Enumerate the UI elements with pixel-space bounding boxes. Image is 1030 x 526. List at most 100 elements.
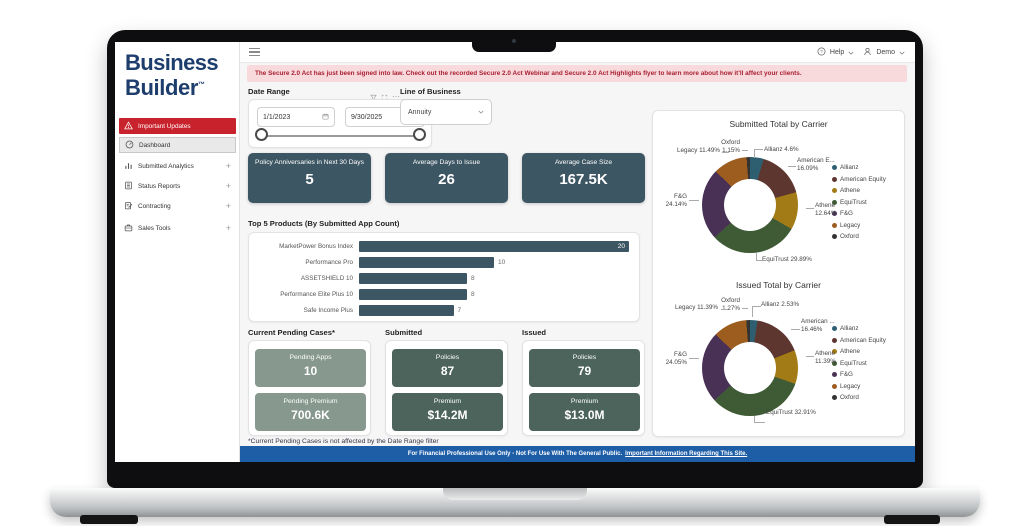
gauge-icon (125, 140, 134, 151)
laptop-notch (472, 30, 556, 52)
trademark-symbol: ™ (198, 81, 205, 89)
callout-line (788, 166, 796, 167)
legend-dot (832, 360, 837, 366)
issued-by-carrier-donut[interactable] (702, 320, 798, 416)
bar-row: MarketPower Bonus Index 2020 (257, 240, 629, 253)
sidebar-item-label: Status Reports (138, 182, 181, 190)
legend-dot (832, 372, 837, 377)
legend-item: F&G (832, 210, 886, 217)
legend-dot (832, 176, 837, 182)
sidebar-item-contracting[interactable]: Contracting + (119, 199, 236, 213)
legend-item: F&G (832, 371, 886, 378)
sidebar-item-label: Submitted Analytics (138, 162, 194, 170)
bar-value-label: 8 (471, 275, 475, 282)
callout-line (756, 253, 762, 261)
laptop-foot (80, 515, 138, 524)
sidebar-item-dashboard[interactable]: Dashboard (119, 137, 236, 153)
legend-label: Legacy (840, 221, 861, 229)
expand-plus-icon[interactable]: + (225, 223, 231, 233)
end-date-value: 9/30/2025 (351, 113, 383, 121)
tile-label: Pending Apps (289, 354, 332, 361)
help-label[interactable]: Help (829, 49, 845, 56)
more-options-icon[interactable]: ⋯ (392, 92, 400, 101)
tile-value: 79 (577, 364, 592, 378)
contract-pencil-icon (124, 201, 133, 212)
start-date-value: 1/1/2023 (263, 113, 291, 121)
bar-row: Performance Pro 1010 (257, 256, 629, 269)
donut-hole (724, 342, 776, 394)
hamburger-menu-icon[interactable] (249, 48, 260, 58)
donut-callout: Legacy 11.49% (677, 147, 720, 154)
sidebar-item-label: Important Updates (138, 122, 191, 130)
date-slider-track[interactable] (263, 135, 419, 137)
legend-dot (832, 222, 837, 228)
donut-callout: Oxford 1.27% (721, 297, 740, 312)
donut-callout: Allianz 2.53% (761, 301, 800, 308)
callout-line (752, 306, 761, 317)
sidebar-item-important-updates[interactable]: Important Updates (119, 118, 236, 134)
callout-line (742, 308, 748, 309)
legend-label: Allianz (840, 164, 859, 171)
expand-plus-icon[interactable]: + (225, 181, 231, 191)
donut-callout: Allianz 4.6% (764, 146, 799, 153)
legend-dot (832, 188, 837, 193)
donut-callout: American ... 16.46% (801, 318, 835, 333)
user-label[interactable]: Demo (876, 49, 895, 56)
calendar-icon[interactable] (322, 113, 329, 122)
legend-dot (832, 234, 837, 239)
bar-category-label: Performance Pro (305, 259, 353, 266)
legend-label: Oxford (840, 394, 859, 401)
expand-plus-icon[interactable]: + (225, 161, 231, 171)
sidebar-item-submitted-analytics[interactable]: Submitted Analytics + (119, 159, 236, 173)
date-slider-handle-end[interactable] (413, 128, 426, 141)
bar[interactable]: 77 (359, 305, 629, 316)
tile-label: Premium (433, 398, 462, 405)
legend-item: American Equity (832, 176, 886, 183)
tile-label: Policies (572, 354, 597, 361)
footer-link[interactable]: Important Information Regarding This Sit… (625, 451, 748, 457)
start-date-input[interactable]: 1/1/2023 (257, 107, 335, 127)
legend-item: Oxford (832, 233, 886, 240)
bar-value-label: 8 (471, 291, 475, 298)
line-of-business-dropdown[interactable]: Annuity (400, 99, 492, 125)
submitted-donut-title: Submitted Total by Carrier (729, 119, 828, 129)
legend-dot (832, 165, 837, 170)
kpi-value: 26 (438, 171, 455, 188)
bar[interactable]: 2020 (359, 241, 629, 252)
submitted-by-carrier-donut[interactable] (702, 157, 798, 253)
sidebar-item-sales-tools[interactable]: Sales Tools + (119, 221, 236, 235)
legend-label: Athene (840, 348, 860, 355)
sidebar-item-status-reports[interactable]: Status Reports + (119, 179, 236, 193)
donut-callout: EquiTrust 29.89% (762, 256, 812, 263)
bar-value-label: 10 (498, 259, 506, 266)
kpi-value: 5 (305, 171, 314, 188)
sidebar: Business Builder™ Important Updates Dash… (115, 42, 240, 462)
date-range-label: Date Range (248, 87, 290, 96)
issued-policies-tile: Policies 79 (529, 349, 640, 387)
bar-chart-icon (124, 161, 133, 172)
line-of-business-value: Annuity (408, 108, 432, 116)
donut-callout: Legacy 11.39% (675, 304, 718, 311)
pending-cases-footnote: *Current Pending Cases is not affected b… (248, 438, 439, 445)
bar[interactable]: 88 (359, 289, 629, 300)
date-slider-handle-start[interactable] (255, 128, 268, 141)
pending-apps-tile: Pending Apps 10 (255, 349, 366, 387)
callout-line (721, 309, 728, 310)
submitted-donut-legend: Allianz American Equity Athene EquiTrust F&G… (832, 164, 886, 240)
focus-mode-icon[interactable] (381, 88, 388, 106)
legend-dot (832, 211, 837, 216)
donut-callout: American E... 16.09% (797, 157, 835, 172)
compliance-footer: For Financial Professional Use Only - No… (240, 446, 915, 462)
legend-label: Allianz (840, 325, 859, 332)
bar[interactable]: 1010 (359, 257, 629, 268)
legend-label: F&G (840, 210, 853, 217)
bar-category-label: MarketPower Bonus Index (279, 243, 353, 250)
bar[interactable]: 88 (359, 273, 629, 284)
legend-label: EquiTrust (840, 198, 867, 206)
chevron-down-icon (478, 110, 484, 114)
pending-section-title: Current Pending Cases* (248, 328, 335, 337)
expand-plus-icon[interactable]: + (225, 201, 231, 211)
legend-item: Athene (832, 348, 886, 355)
help-icon[interactable]: ? (817, 47, 826, 58)
user-icon[interactable] (863, 47, 872, 58)
